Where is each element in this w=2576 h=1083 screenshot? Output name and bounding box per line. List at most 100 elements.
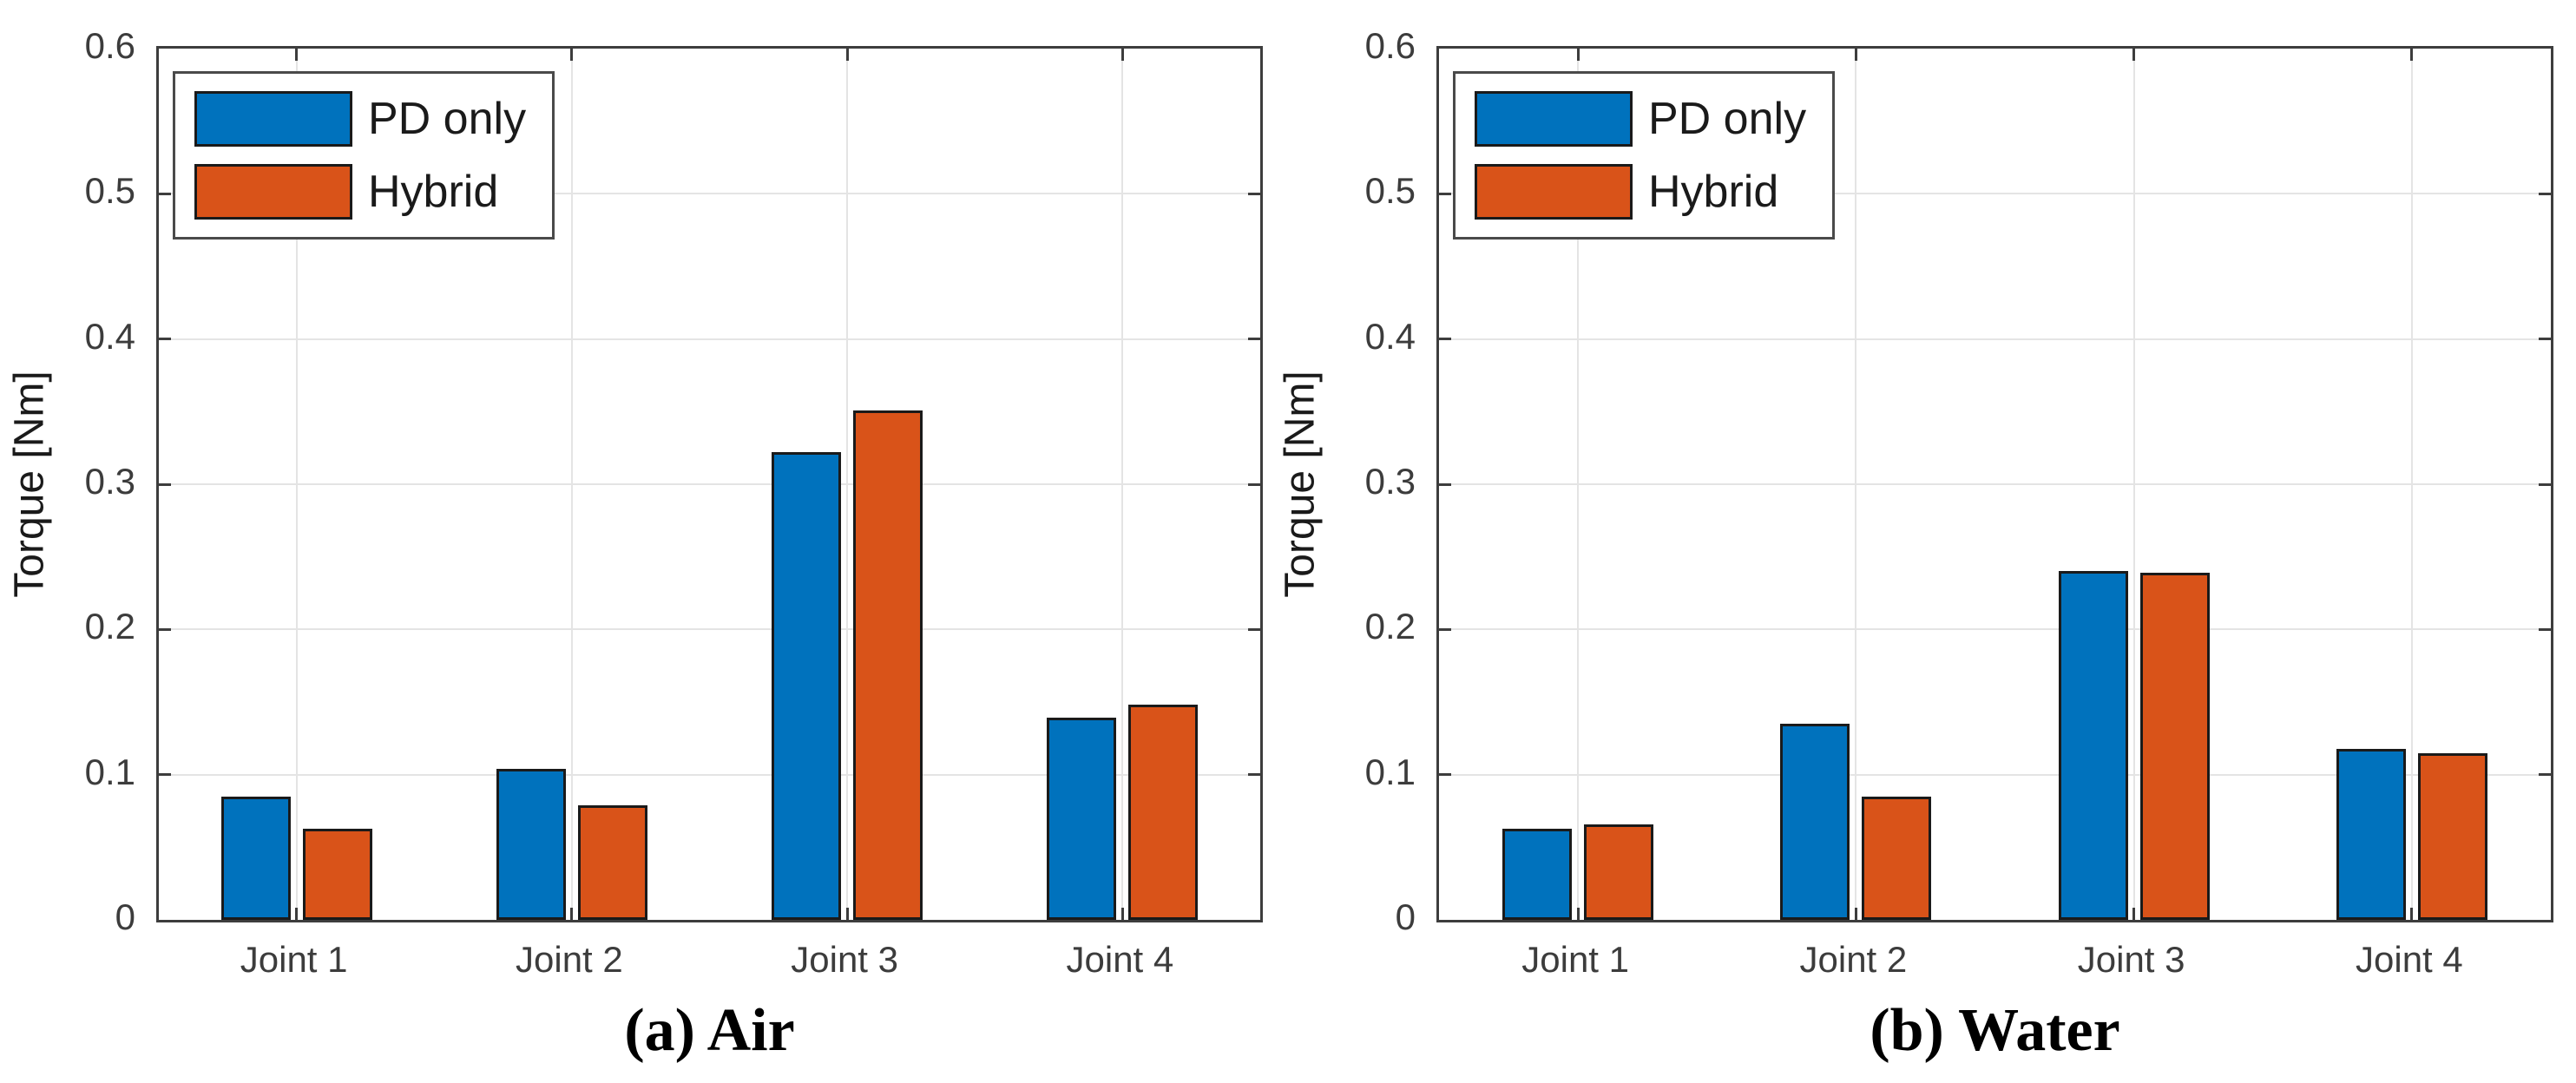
bar-pd-only-joint-3 [2058, 571, 2128, 920]
x-tick-mark [1576, 908, 1580, 920]
legend: PD only Hybrid [173, 71, 555, 240]
pd-only-swatch [1475, 91, 1633, 147]
x-tick-mark [2132, 49, 2136, 61]
gridline [159, 773, 1260, 776]
x-tick-label: Joint 1 [1521, 939, 1629, 980]
bar-pd-only-joint-3 [772, 452, 842, 920]
legend-label: PD only [368, 94, 527, 144]
x-tick-label: Joint 1 [240, 939, 348, 980]
bar-hybrid-joint-1 [302, 829, 372, 920]
y-tick-label: 0.4 [84, 315, 135, 357]
gridline [159, 338, 1260, 340]
legend-label: PD only [1648, 94, 1807, 144]
y-tick-mark [2539, 192, 2551, 195]
x-tick-mark [570, 49, 574, 61]
y-tick-mark [1439, 482, 1451, 486]
y-tick-mark [2539, 773, 2551, 777]
x-tick-mark [1120, 908, 1124, 920]
panel-water: Torque [Nm] 0 0.1 0.2 0.3 0.4 0.5 0.6 PD only … [1278, 0, 2576, 1083]
bar-pd-only-joint-1 [220, 797, 291, 920]
y-tick-label: 0.6 [84, 25, 135, 66]
y-tick-mark [1248, 773, 1260, 777]
x-tick-mark [1854, 908, 1857, 920]
gridline [1855, 49, 1857, 920]
bar-hybrid-joint-2 [577, 805, 647, 920]
y-tick-mark [159, 482, 171, 486]
plot-area-water: PD only Hybrid [1436, 46, 2553, 922]
x-tick-label: Joint 2 [516, 939, 623, 980]
gridline [295, 49, 298, 920]
x-tick-label: Joint 3 [791, 939, 898, 980]
bar-hybrid-joint-3 [853, 410, 923, 920]
bar-hybrid-joint-2 [1862, 797, 1932, 920]
hybrid-swatch [1475, 164, 1633, 220]
x-tick-label: Joint 4 [2356, 939, 2463, 980]
legend-item-hybrid: Hybrid [1475, 164, 1806, 220]
gridline [1439, 628, 2551, 631]
y-tick-label: 0.2 [1364, 606, 1416, 647]
bar-pd-only-joint-4 [2336, 749, 2406, 920]
x-tick-mark [295, 908, 299, 920]
y-tick-mark [1248, 482, 1260, 486]
bar-hybrid-joint-4 [2417, 753, 2487, 920]
legend-item-hybrid: Hybrid [194, 164, 526, 220]
y-tick-mark [1248, 627, 1260, 631]
bar-hybrid-joint-4 [1128, 705, 1199, 920]
y-tick-mark [1439, 627, 1451, 631]
x-tick-mark [2410, 908, 2414, 920]
gridline [846, 49, 849, 920]
y-tick-mark [1248, 192, 1260, 195]
x-tick-mark [1120, 49, 1124, 61]
panel-air: Torque [Nm] 0 0.1 0.2 0.3 0.4 0.5 0.6 PD only … [7, 25, 1263, 1064]
bar-hybrid-joint-3 [2139, 573, 2210, 920]
bar-pd-only-joint-2 [496, 769, 566, 920]
gridline [1121, 49, 1124, 920]
bar-hybrid-joint-1 [1584, 824, 1654, 920]
x-tick-mark [2410, 49, 2414, 61]
pd-only-swatch [194, 91, 352, 147]
y-tick-label: 0.4 [1364, 315, 1416, 357]
hybrid-swatch [194, 164, 352, 220]
bar-pd-only-joint-2 [1780, 724, 1850, 920]
legend-label: Hybrid [368, 167, 499, 217]
y-tick-label: 0.2 [84, 606, 135, 647]
y-axis-label: Torque [Nm] [1277, 371, 1324, 598]
x-axis-ticks: Joint 1 Joint 2 Joint 3 Joint 4 [1436, 939, 2553, 991]
x-tick-mark [1576, 49, 1580, 61]
gridline [159, 193, 1260, 195]
y-tick-mark [1439, 192, 1451, 195]
bar-pd-only-joint-4 [1047, 718, 1117, 920]
y-tick-label: 0.1 [1364, 751, 1416, 792]
gridline [1439, 773, 2551, 776]
gridline [159, 483, 1260, 485]
gridline [159, 628, 1260, 631]
y-tick-mark [159, 338, 171, 341]
y-tick-label: 0 [1395, 896, 1416, 937]
y-tick-label: 0.5 [84, 170, 135, 212]
y-tick-mark [2539, 338, 2551, 341]
x-tick-mark [2132, 908, 2136, 920]
y-tick-label: 0 [115, 896, 135, 937]
gridline [2132, 49, 2135, 920]
y-tick-label: 0.3 [84, 461, 135, 502]
y-tick-mark [1248, 338, 1260, 341]
y-tick-mark [159, 627, 171, 631]
legend: PD only Hybrid [1453, 71, 1836, 240]
y-tick-label: 0.6 [1364, 25, 1416, 66]
x-tick-label: Joint 3 [2077, 939, 2185, 980]
legend-item-pd-only: PD only [1475, 91, 1806, 147]
x-tick-mark [845, 49, 849, 61]
y-tick-mark [159, 773, 171, 777]
x-axis-ticks: Joint 1 Joint 2 Joint 3 Joint 4 [156, 939, 1263, 991]
x-tick-mark [1854, 49, 1857, 61]
x-tick-mark [295, 49, 299, 61]
y-tick-mark [1439, 773, 1451, 777]
gridline [1439, 193, 2551, 195]
x-tick-label: Joint 2 [1799, 939, 1908, 980]
gridline [1439, 338, 2551, 340]
x-tick-label: Joint 4 [1066, 939, 1174, 980]
y-tick-mark [2539, 627, 2551, 631]
bar-pd-only-joint-1 [1502, 829, 1573, 920]
subplot-caption: (a) Air [624, 997, 795, 1064]
